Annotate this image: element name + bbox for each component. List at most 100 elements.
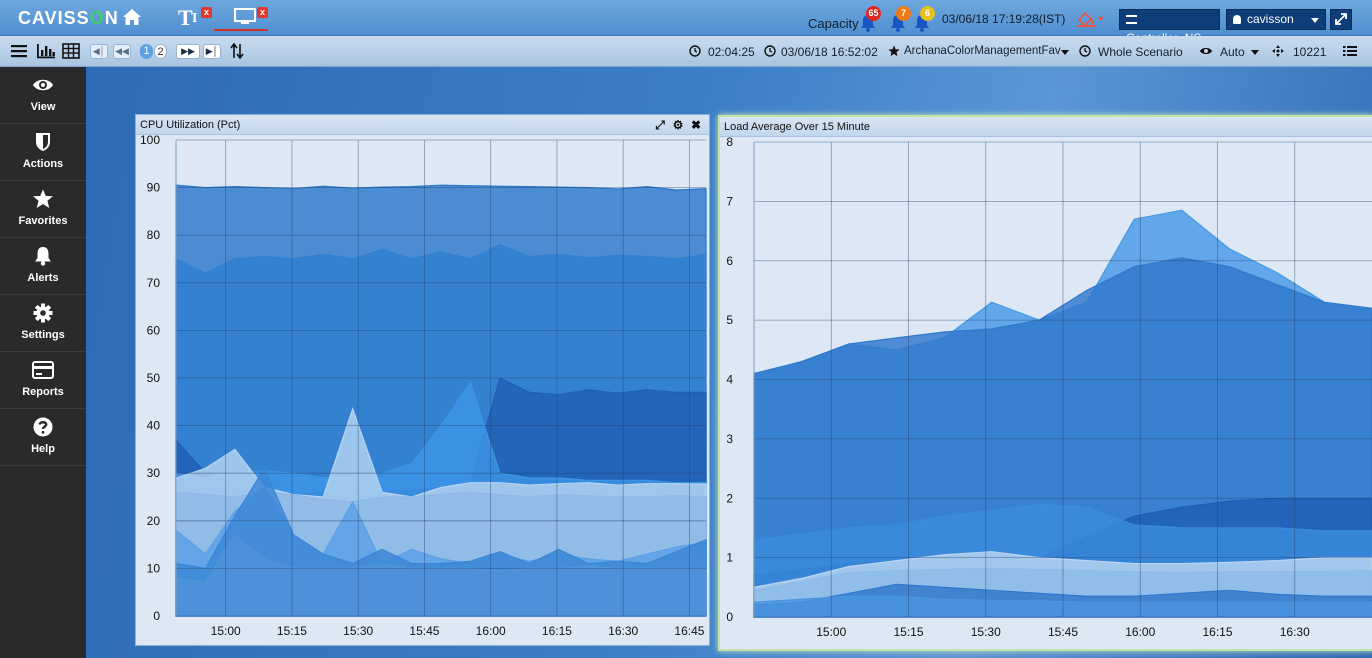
paint-bucket-icon[interactable]	[1076, 10, 1106, 28]
bell-icon[interactable]: 6	[914, 6, 935, 32]
list-icon	[1126, 15, 1137, 24]
workspace: CPU Utilization (Pct) ⤢ ⚙ ✖ 15:00 15:15 15:3…	[86, 67, 1372, 658]
x-tick-label: 15:45	[409, 624, 439, 638]
sidebar-item-label: Help	[31, 443, 55, 455]
star-icon	[888, 45, 900, 57]
user-menu-button[interactable]: cavisson	[1226, 9, 1326, 30]
gear-icon[interactable]: ⚙	[672, 118, 684, 132]
capacity-label: Capacity	[808, 16, 859, 31]
close-icon[interactable]: x	[257, 7, 268, 18]
bell-icon[interactable]: 7	[890, 6, 911, 32]
sidebar-item-label: Actions	[22, 158, 64, 170]
y-tick-label: 0	[153, 609, 160, 623]
fullscreen-button[interactable]	[1330, 9, 1352, 30]
x-tick-label: 16:00	[1125, 625, 1155, 639]
bar-chart-icon[interactable]	[36, 43, 56, 59]
panel-header[interactable]: CPU Utilization (Pct) ⤢ ⚙ ✖	[136, 115, 709, 135]
y-tick-label: 90	[147, 181, 161, 195]
page-1-button[interactable]: 1	[140, 44, 153, 59]
gear-icon	[33, 303, 53, 323]
clock-icon	[689, 45, 701, 57]
x-tick-label: 16:30	[1280, 625, 1310, 639]
y-tick-label: 4	[726, 373, 733, 387]
close-icon[interactable]: x	[201, 7, 212, 18]
previous-page-button[interactable]: ◀◀	[113, 44, 131, 59]
view-mode-dropdown[interactable]: Auto	[1220, 45, 1245, 59]
clock-icon	[1079, 45, 1091, 57]
menu-icon[interactable]	[10, 43, 28, 59]
first-page-button[interactable]: ◀│	[90, 44, 108, 59]
x-tick-label: 15:00	[211, 624, 241, 638]
home-icon[interactable]	[122, 8, 142, 26]
table-icon[interactable]	[62, 43, 80, 59]
scenario-selector[interactable]: Whole Scenario	[1098, 45, 1183, 59]
clock-icon	[764, 45, 776, 57]
y-tick-label: 100	[140, 135, 160, 147]
star-icon	[33, 189, 53, 208]
alert-badge-minor: 6	[920, 6, 935, 21]
y-tick-label: 0	[726, 610, 733, 624]
chevron-down-icon[interactable]	[1061, 50, 1069, 55]
sidebar-item-view[interactable]: View	[0, 67, 86, 124]
chevron-down-icon[interactable]	[1251, 50, 1259, 55]
last-page-button[interactable]: ▶│	[203, 44, 221, 59]
card-icon	[32, 361, 54, 379]
next-page-button[interactable]: ▶▶	[176, 44, 200, 59]
x-tick-label: 16:45	[674, 624, 704, 638]
page-2-button[interactable]: 2	[154, 44, 167, 59]
x-tick-label: 16:15	[542, 624, 572, 638]
panel-title: CPU Utilization (Pct)	[140, 119, 241, 131]
y-tick-label: 6	[726, 254, 733, 268]
x-tick-label: 16:15	[1202, 625, 1232, 639]
bell-icon[interactable]: 65	[860, 6, 881, 32]
monitor-tab-icon[interactable]: x	[214, 5, 268, 31]
sidebar-item-actions[interactable]: Actions	[0, 124, 86, 181]
close-icon[interactable]: ✖	[690, 118, 702, 132]
y-tick-label: 40	[147, 419, 161, 433]
count-text: 10221	[1293, 45, 1327, 59]
chevron-down-icon	[1311, 18, 1319, 23]
x-tick-label: 16:30	[608, 624, 638, 638]
cpu-utilization-panel: CPU Utilization (Pct) ⤢ ⚙ ✖ 15:00 15:15 15:3…	[135, 114, 710, 646]
sidebar-item-label: Favorites	[18, 215, 68, 227]
expand-icon	[1335, 13, 1347, 25]
shield-icon	[36, 133, 50, 151]
y-tick-label: 80	[147, 228, 161, 242]
expand-icon[interactable]: ⤢	[655, 118, 665, 132]
cpu-utilization-chart[interactable]: 15:00 15:15 15:30 15:45 16:00 16:15 16:30 16:45…	[136, 135, 709, 645]
bell-icon	[35, 247, 51, 266]
help-icon	[33, 417, 53, 437]
sidebar-item-help[interactable]: Help	[0, 409, 86, 466]
sort-icon[interactable]	[230, 43, 244, 59]
favorite-dropdown[interactable]: ArchanaColorManagementFav	[904, 45, 1061, 57]
list-icon[interactable]	[1343, 45, 1357, 57]
move-icon	[1272, 45, 1284, 57]
sidebar-item-favorites[interactable]: Favorites	[0, 181, 86, 238]
y-tick-label: 70	[147, 276, 161, 290]
controller-button[interactable]: Controller_NS	[1119, 9, 1220, 45]
y-tick-label: 20	[147, 514, 161, 528]
logo[interactable]: CAVISSON	[18, 8, 119, 28]
eye-icon	[33, 79, 53, 91]
alert-badge-major: 7	[896, 6, 911, 21]
x-tick-label: 15:15	[277, 624, 307, 638]
panel-title: Load Average Over 15 Minute	[724, 121, 870, 133]
x-tick-label: 16:00	[476, 624, 506, 638]
load-average-chart[interactable]: 15:00 15:15 15:30 15:45 16:00 16:15 16:30 0 1 2 3 4…	[720, 137, 1372, 649]
load-average-panel: Load Average Over 15 Minute 15:00 15:15 15…	[718, 115, 1372, 651]
y-tick-label: 1	[726, 551, 733, 565]
sidebar-item-settings[interactable]: Settings	[0, 295, 86, 352]
x-tick-label: 15:15	[893, 625, 923, 639]
panel-header[interactable]: Load Average Over 15 Minute	[720, 117, 1372, 137]
sidebar-item-label: View	[30, 101, 56, 113]
y-tick-label: 50	[147, 371, 161, 385]
sidebar-item-reports[interactable]: Reports	[0, 352, 86, 409]
start-time-text: 03/06/18 16:52:02	[781, 45, 878, 59]
sidebar-item-label: Reports	[22, 386, 64, 398]
sidebar-item-alerts[interactable]: Alerts	[0, 238, 86, 295]
y-tick-label: 10	[147, 561, 161, 575]
y-tick-label: 30	[147, 466, 161, 480]
x-tick-label: 15:30	[343, 624, 373, 638]
